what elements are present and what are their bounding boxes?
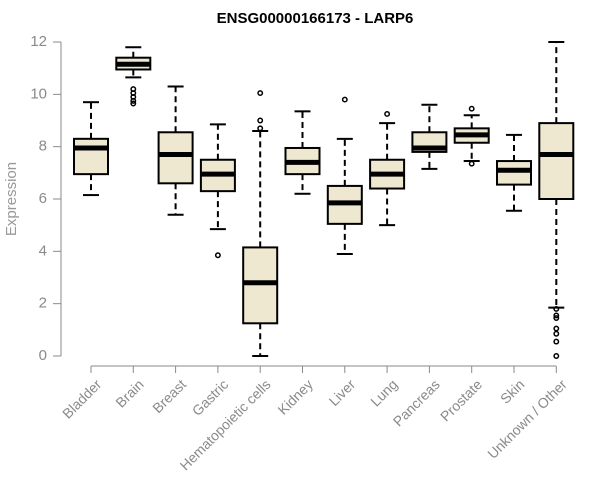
y-axis-label: Expression xyxy=(3,162,20,236)
box xyxy=(73,137,109,176)
x-category-label: Liver xyxy=(325,376,358,409)
outlier-point xyxy=(553,312,560,319)
chart-title: ENSG00000166173 - LARP6 xyxy=(217,10,414,27)
outlier-point xyxy=(257,125,264,132)
outlier-point xyxy=(130,100,137,107)
plot-area xyxy=(73,41,575,359)
x-category-label: Lung xyxy=(367,376,400,409)
box-group xyxy=(73,101,109,197)
outlier-point xyxy=(384,111,391,117)
outlier-point xyxy=(468,160,475,167)
box-group xyxy=(496,133,532,212)
box xyxy=(242,246,279,325)
box xyxy=(538,122,575,200)
y-tick-label: 0 xyxy=(39,347,47,364)
outlier-point xyxy=(553,338,560,345)
outlier-point xyxy=(553,305,560,312)
box-group xyxy=(369,111,406,227)
outlier-point xyxy=(553,353,560,359)
box-group xyxy=(411,103,448,170)
x-category-label: Kidney xyxy=(274,376,316,418)
box xyxy=(157,131,194,185)
box-group xyxy=(242,90,279,357)
x-category-label: Breast xyxy=(149,376,189,416)
box-group xyxy=(538,41,575,359)
box-group xyxy=(199,123,236,259)
box-group xyxy=(284,110,321,195)
y-axis: 0 2 4 6 8 10 12 xyxy=(30,33,62,364)
box xyxy=(496,160,532,186)
box-group xyxy=(157,85,194,216)
box-group xyxy=(453,105,490,167)
y-tick-label: 2 xyxy=(39,295,47,312)
outlier-point xyxy=(553,325,560,332)
box-group xyxy=(326,96,363,255)
y-tick-label: 8 xyxy=(39,138,47,155)
y-tick-label: 10 xyxy=(30,85,47,102)
outlier-point xyxy=(468,105,475,112)
box-group xyxy=(115,46,152,107)
x-category-label: Skin xyxy=(497,376,528,407)
x-category-label: Pancreas xyxy=(390,376,443,429)
x-category-label: Brain xyxy=(112,376,146,410)
y-tick-label: 6 xyxy=(39,190,47,207)
outlier-point xyxy=(214,252,221,259)
x-category-label: Bladder xyxy=(59,376,105,422)
outlier-point xyxy=(341,96,348,103)
x-category-label: Unknown / Other xyxy=(484,376,570,462)
outlier-point xyxy=(553,330,560,337)
outlier-point xyxy=(553,315,560,322)
outlier-point xyxy=(130,97,137,104)
x-category-label: Prostate xyxy=(437,376,485,424)
outlier-point xyxy=(257,90,264,96)
y-tick-label: 4 xyxy=(39,242,47,259)
outlier-point xyxy=(257,117,264,124)
y-tick-label: 12 xyxy=(30,33,47,50)
